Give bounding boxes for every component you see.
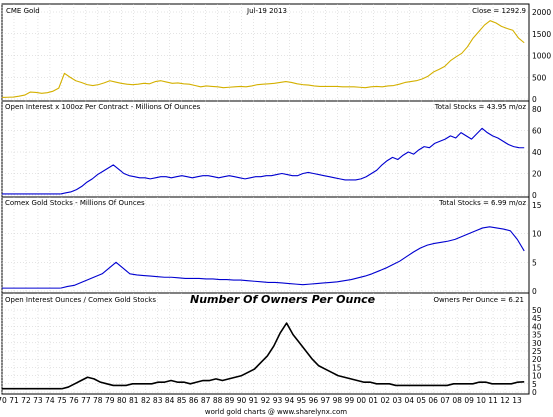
panel-3-info: Total Stocks = 6.99 m/oz	[438, 199, 526, 207]
y-tick-label: 20	[532, 355, 542, 364]
x-tick-label: 82	[141, 396, 151, 405]
y-tick-label: 0	[532, 287, 537, 296]
x-tick-label: 72	[21, 396, 31, 405]
chart-footer: world gold charts @ www.sharelynx.com	[205, 408, 347, 416]
y-tick-label: 80	[532, 105, 542, 114]
panel-1-date: Jul-19 2013	[246, 7, 287, 15]
y-tick-label: 50	[532, 306, 542, 315]
x-tick-label: 79	[105, 396, 115, 405]
y-tick-label: 25	[532, 347, 542, 356]
x-tick-label: 12	[500, 396, 510, 405]
x-tick-label: 92	[261, 396, 271, 405]
panel-4-heading: Number Of Owners Per Ounce	[190, 293, 376, 306]
x-tick-label: 71	[9, 396, 19, 405]
y-tick-label: 5	[532, 380, 537, 389]
y-tick-label: 2000	[532, 8, 551, 17]
series-line-p4	[61, 322, 525, 390]
x-tick-label: 74	[45, 396, 55, 405]
y-tick-label: 30	[532, 339, 542, 348]
panel-1-info: Close = 1292.9	[472, 7, 526, 15]
series-line-p2	[60, 127, 525, 195]
y-tick-label: 60	[532, 127, 542, 136]
x-tick-label: 89	[225, 396, 235, 405]
y-tick-label: 35	[532, 331, 542, 340]
x-tick-label: 01	[369, 396, 379, 405]
y-tick-label: 40	[532, 148, 542, 157]
y-tick-label: 15	[532, 201, 542, 210]
series-layer	[1, 20, 525, 390]
x-tick-label: 81	[129, 396, 139, 405]
y-tick-label: 5	[532, 258, 537, 267]
x-tick-label: 90	[237, 396, 247, 405]
x-tick-label: 13	[512, 396, 522, 405]
y-tick-label: 1000	[532, 52, 551, 61]
x-tick-label: 98	[333, 396, 343, 405]
y-tick-label: 10	[532, 372, 542, 381]
x-tick-label: 08	[452, 396, 462, 405]
x-tick-label: 97	[321, 396, 331, 405]
x-tick-label: 94	[285, 396, 295, 405]
y-tick-label: 40	[532, 322, 542, 331]
x-tick-label: 07	[440, 396, 450, 405]
x-tick-label: 87	[201, 396, 211, 405]
x-tick-label: 05	[416, 396, 426, 405]
x-tick-label: 95	[297, 396, 307, 405]
x-tick-label: 88	[213, 396, 223, 405]
x-tick-label: 86	[189, 396, 199, 405]
panel-4-title: Open Interest Ounces / Comex Gold Stocks	[5, 296, 156, 304]
x-tick-label: 96	[309, 396, 319, 405]
x-tick-layer: 7071727374757677787980818283848586878889…	[0, 396, 522, 405]
x-tick-label: 04	[404, 396, 414, 405]
x-tick-label: 84	[165, 396, 175, 405]
y-tick-label: 500	[532, 73, 547, 82]
panel-2-title: Open Interest x 100oz Per Contract - Mil…	[5, 103, 201, 111]
x-tick-label: 11	[488, 396, 498, 405]
grid-layer	[1, 4, 529, 394]
y-tick-label: 0	[532, 95, 537, 104]
x-tick-label: 80	[117, 396, 127, 405]
x-tick-label: 00	[357, 396, 367, 405]
x-tick-label: 10	[476, 396, 486, 405]
x-tick-label: 75	[57, 396, 67, 405]
panel-1-title: CME Gold	[6, 7, 40, 15]
x-tick-label: 77	[81, 396, 91, 405]
x-tick-label: 03	[392, 396, 402, 405]
x-tick-label: 02	[380, 396, 390, 405]
x-tick-label: 09	[464, 396, 474, 405]
x-tick-label: 06	[428, 396, 438, 405]
y-tick-label: 45	[532, 314, 542, 323]
x-tick-label: 70	[0, 396, 7, 405]
y-tick-label: 0	[532, 191, 537, 200]
x-tick-label: 91	[249, 396, 259, 405]
series-line-p3	[60, 226, 525, 289]
x-tick-label: 83	[153, 396, 163, 405]
y-tick-label: 1500	[532, 30, 551, 39]
x-tick-label: 78	[93, 396, 103, 405]
y-tick-label: 0	[532, 388, 537, 397]
y-tick-label: 20	[532, 170, 542, 179]
y-tick-layer: 0500100015002000020406080051015051015202…	[532, 8, 551, 397]
y-tick-label: 10	[532, 230, 542, 239]
x-tick-label: 99	[345, 396, 355, 405]
x-tick-label: 93	[273, 396, 283, 405]
series-line-p1	[1, 20, 525, 98]
panel-2-info: Total Stocks = 43.95 m/oz	[434, 103, 527, 111]
x-tick-label: 73	[33, 396, 43, 405]
x-tick-label: 76	[69, 396, 79, 405]
panel-3-title: Comex Gold Stocks - Millions Of Ounces	[5, 199, 145, 207]
y-tick-label: 15	[532, 363, 542, 372]
x-tick-label: 85	[177, 396, 187, 405]
panel-4-info: Owners Per Ounce = 6.21	[433, 296, 524, 304]
